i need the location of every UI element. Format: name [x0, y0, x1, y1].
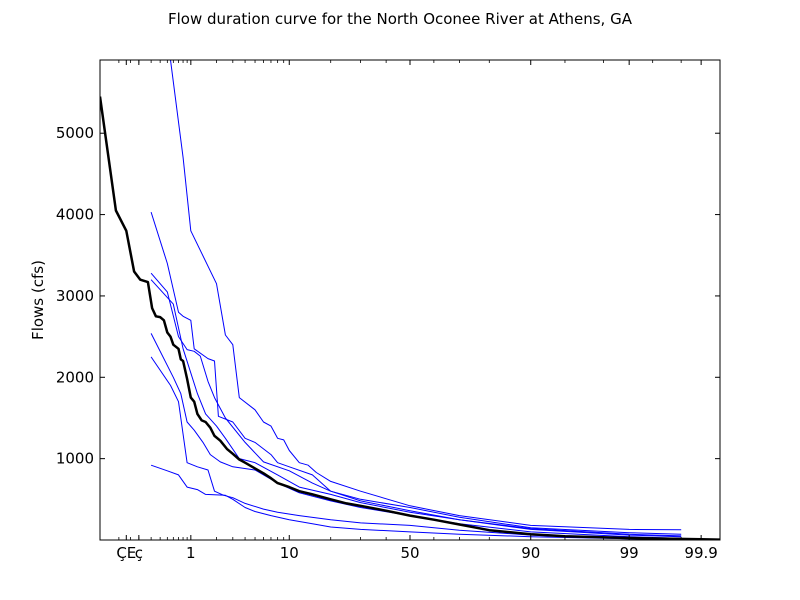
- plot-frame: [99, 59, 721, 541]
- axes-layer: 1000 2000 3000 4000 5000 ÇEç 1 10 50 90 99 99.9: [56, 60, 720, 562]
- y-axis-label: Flows (cfs): [29, 260, 47, 340]
- x-tick-label: 90: [521, 544, 540, 562]
- annual-series-line-3: [150, 272, 682, 537]
- x-tick-label: ç: [135, 544, 143, 562]
- y-tick-label: 3000: [56, 287, 94, 305]
- x-tick-label: 99.9: [684, 544, 717, 562]
- annual-series-line-2: [150, 211, 682, 535]
- x-tick-label: 10: [280, 544, 299, 562]
- y-tick-label: 1000: [56, 450, 94, 468]
- chart-title: Flow duration curve for the North Oconee…: [168, 10, 633, 28]
- annual-series-line-4: [150, 279, 682, 538]
- x-tick-label: 99: [620, 544, 639, 562]
- annual-series-line-5: [150, 333, 682, 539]
- x-tick-label: ÇE: [116, 544, 136, 562]
- series-layer: [100, 60, 720, 540]
- x-tick-label: 50: [400, 544, 419, 562]
- y-tick-label: 2000: [56, 368, 94, 386]
- overall-series-line: [100, 96, 720, 540]
- x-tick-label: 1: [186, 544, 196, 562]
- annual-series-line-6: [150, 356, 682, 540]
- annual-series-line-7: [150, 464, 682, 540]
- annual-series-line-1: [170, 60, 682, 531]
- y-tick-label: 4000: [56, 206, 94, 224]
- y-tick-label: 5000: [56, 124, 94, 142]
